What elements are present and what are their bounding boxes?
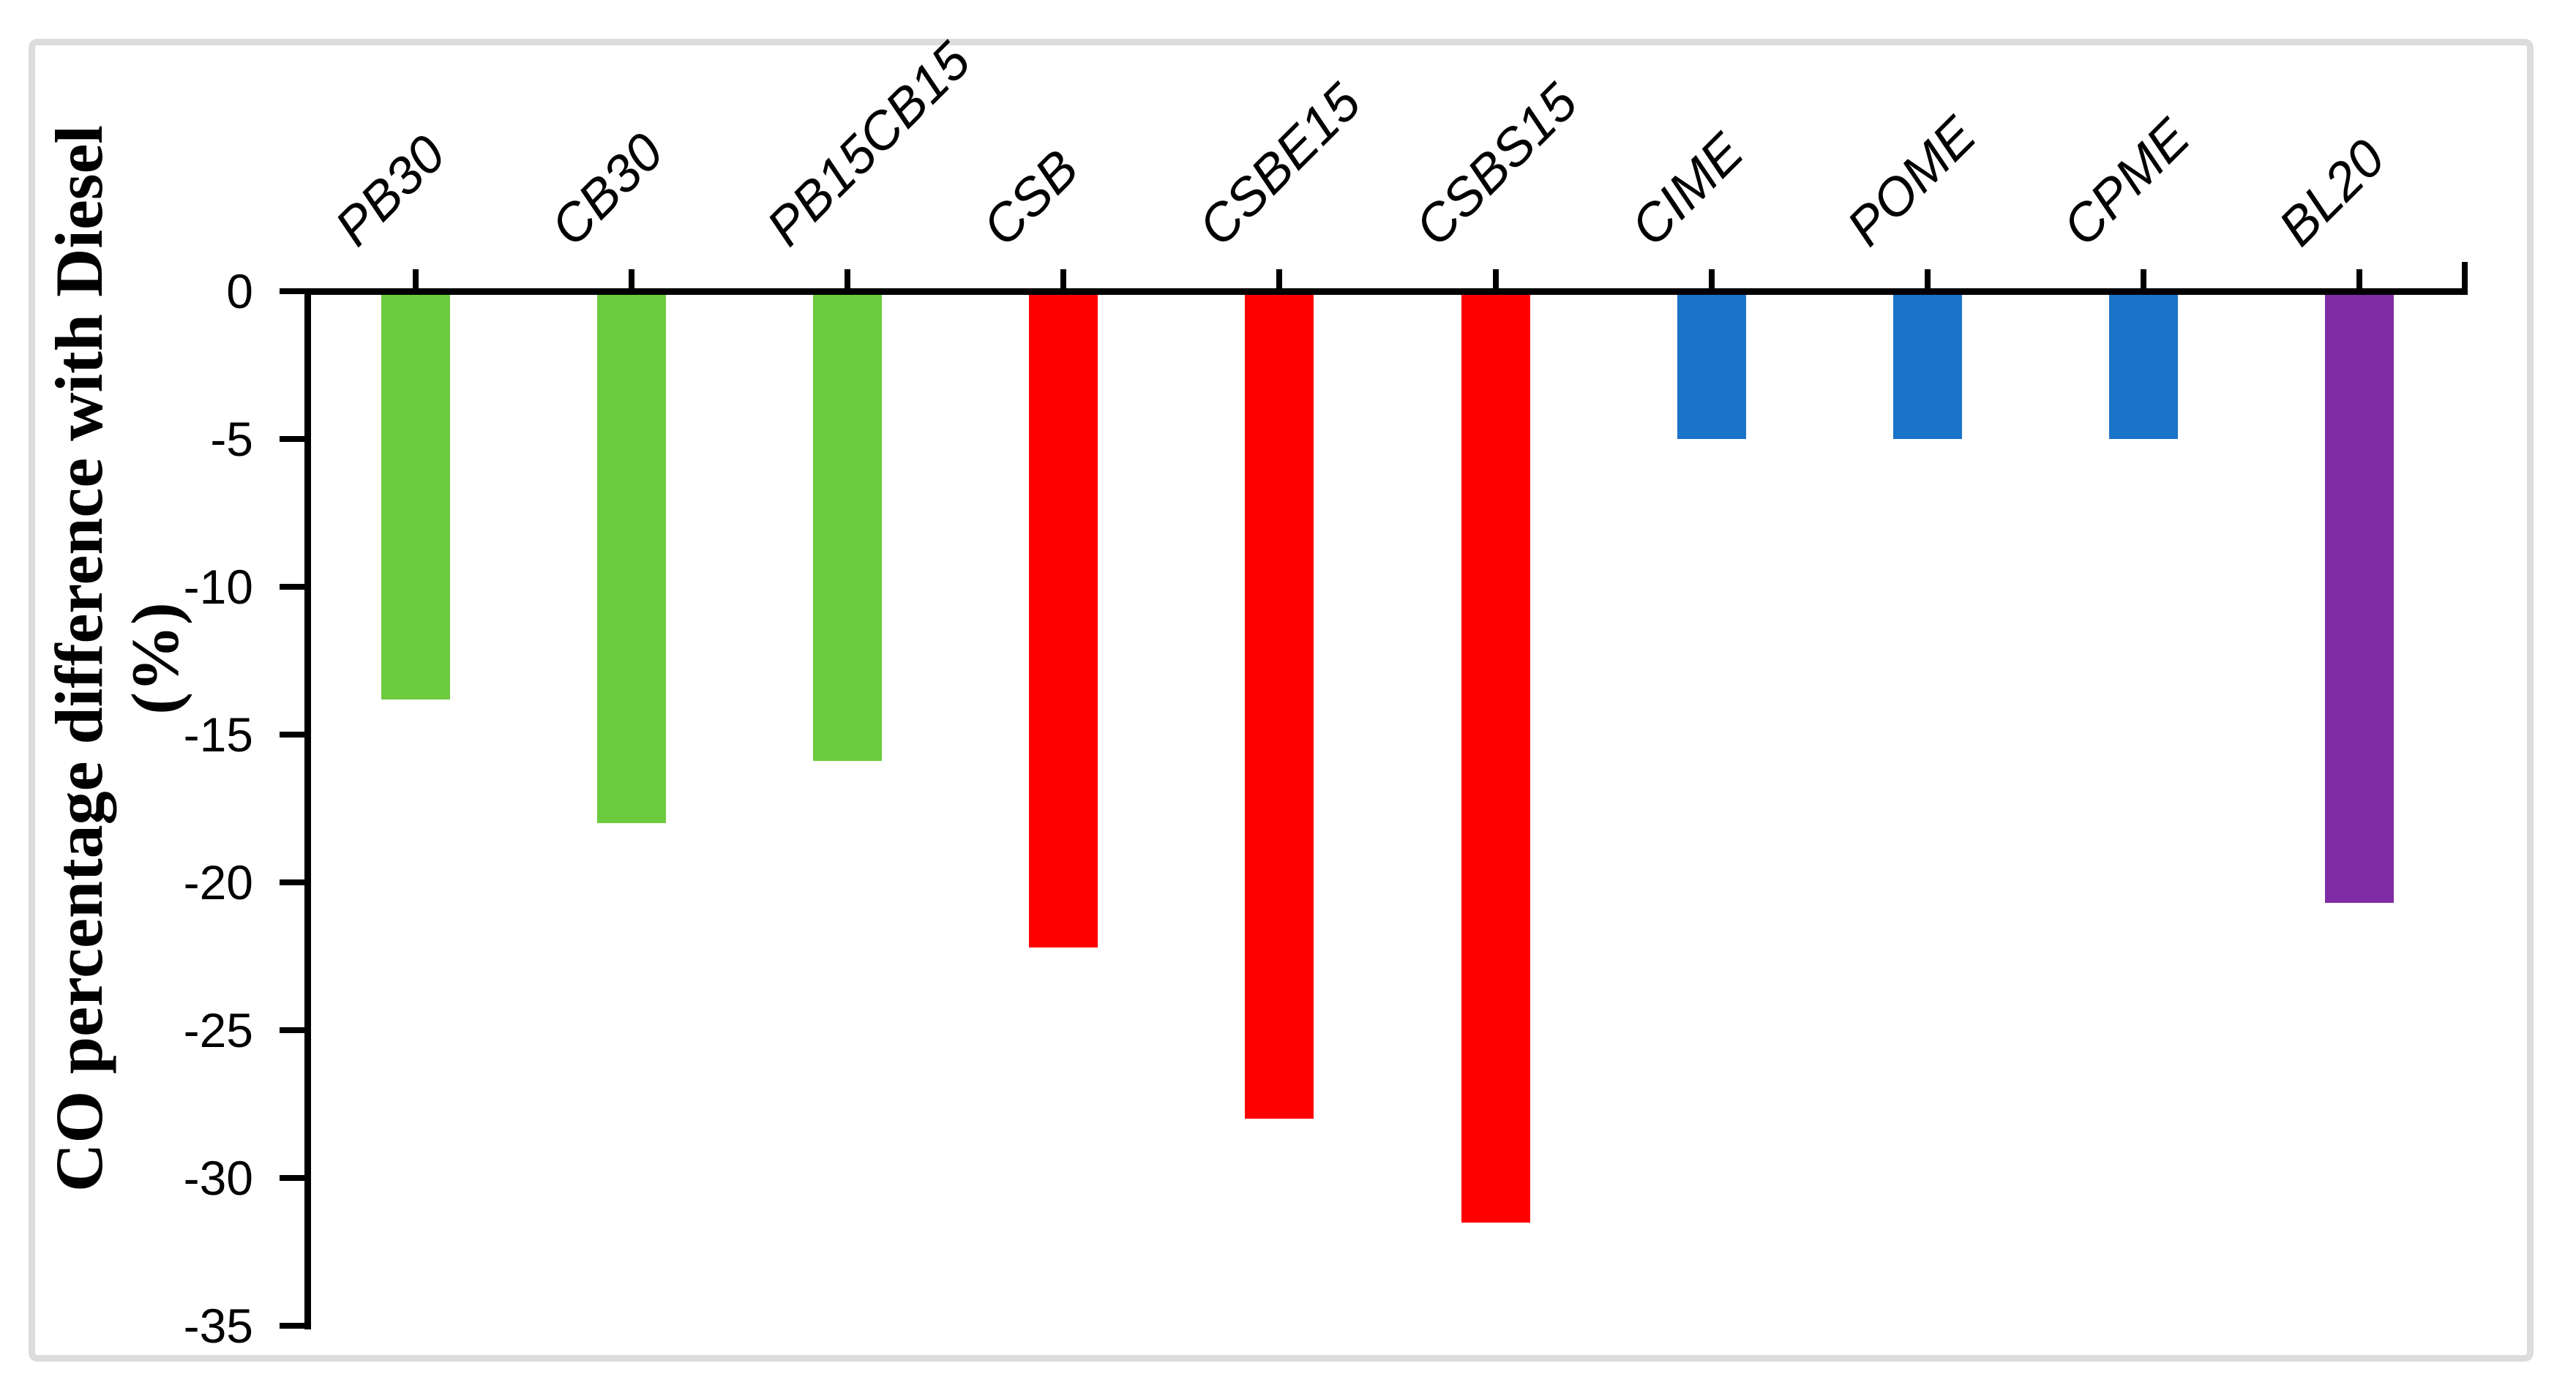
y-tick-label: 0 bbox=[226, 264, 253, 318]
y-tick-label: -35 bbox=[183, 1299, 253, 1354]
bar bbox=[813, 295, 882, 762]
y-tick-mark bbox=[280, 436, 304, 443]
y-tick-label: -15 bbox=[183, 708, 253, 762]
y-tick-label: -10 bbox=[183, 560, 253, 615]
y-tick-mark bbox=[280, 584, 304, 590]
x-tick-mark bbox=[2356, 269, 2363, 288]
bar bbox=[1893, 295, 1962, 440]
x-tick-mark bbox=[1492, 269, 1499, 288]
y-axis-title: CO percentage difference with Diesel (%) bbox=[41, 37, 193, 1280]
x-tick-mark bbox=[628, 269, 634, 288]
x-axis-line bbox=[304, 288, 2468, 295]
x-tick-mark bbox=[845, 269, 850, 288]
bar bbox=[1029, 295, 1098, 948]
y-tick-mark bbox=[280, 879, 304, 886]
x-tick-mark bbox=[1708, 269, 1715, 288]
y-tick-label: -30 bbox=[183, 1151, 253, 1206]
bar bbox=[1677, 295, 1746, 440]
y-axis-title-text: CO percentage difference with Diesel bbox=[42, 125, 116, 1192]
bar bbox=[2109, 295, 2179, 440]
x-axis-end-tick bbox=[2462, 262, 2468, 288]
bar bbox=[2325, 295, 2395, 904]
bar bbox=[1245, 295, 1314, 1119]
y-axis-line bbox=[304, 288, 311, 1330]
y-axis-title-unit: (%) bbox=[118, 602, 192, 715]
y-tick-mark bbox=[280, 732, 304, 738]
y-tick-label: -20 bbox=[183, 855, 253, 910]
y-tick-mark bbox=[280, 1027, 304, 1034]
x-tick-mark bbox=[412, 269, 419, 288]
x-tick-mark bbox=[1276, 269, 1283, 288]
y-tick-label: -25 bbox=[183, 1003, 253, 1058]
x-tick-mark bbox=[2141, 269, 2147, 288]
y-tick-mark bbox=[280, 288, 304, 294]
bar bbox=[381, 295, 450, 699]
y-tick-label: -5 bbox=[210, 412, 253, 467]
y-tick-mark bbox=[280, 1175, 304, 1182]
bar bbox=[1461, 295, 1530, 1223]
y-tick-mark bbox=[280, 1323, 304, 1329]
x-tick-mark bbox=[1925, 269, 1931, 288]
bar bbox=[596, 295, 666, 824]
x-tick-mark bbox=[1060, 269, 1067, 288]
